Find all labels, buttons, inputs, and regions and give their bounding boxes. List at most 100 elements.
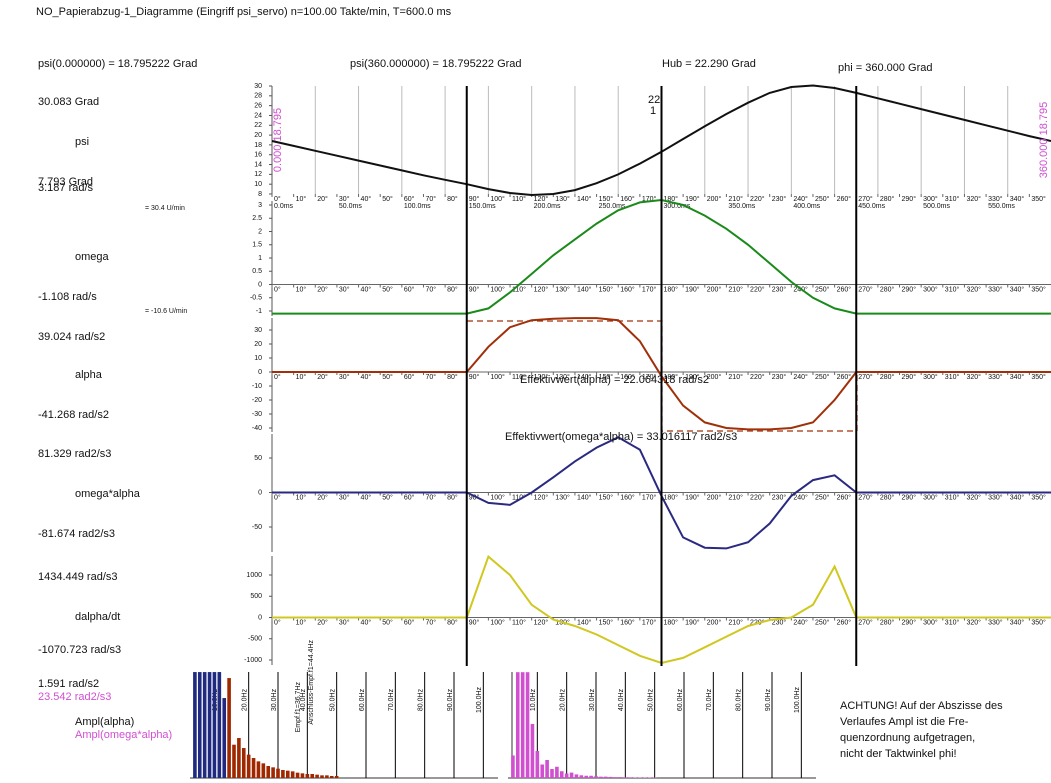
x-tick-label: 0° (274, 618, 281, 626)
marker: 22 (648, 94, 660, 106)
x-tick-label: 290° (902, 493, 917, 501)
x-tick-label: 320° (966, 493, 981, 501)
x-tick-label: 40° (361, 618, 372, 626)
spectrum-bar (511, 755, 515, 778)
y-tick-label: 22 (254, 122, 262, 129)
spectrum-bar (202, 672, 207, 778)
time-tick-label: 100.0ms (404, 203, 431, 210)
note: Verlaufes Ampl ist die Fre- (840, 716, 969, 728)
spectrum-bar (618, 777, 623, 778)
x-tick-label: 240° (793, 493, 808, 501)
x-tick-label: 310° (945, 493, 960, 501)
x-tick-label: 300° (923, 618, 938, 626)
note: = -10.6 U/min (145, 308, 187, 315)
note: = 30.4 U/min (145, 205, 185, 212)
x-tick-label: 180° (664, 493, 679, 501)
spectrum-bar (285, 770, 290, 778)
x-tick-label: 200° (707, 618, 722, 626)
spectrum-bar (535, 750, 540, 778)
spectrum-bar (599, 776, 603, 778)
y-tick-label: 0 (258, 614, 262, 621)
hz-label: 20.0Hz (242, 688, 249, 711)
y-tick-label: 0 (258, 489, 262, 496)
x-tick-label: 120° (534, 373, 549, 381)
x-tick-label: 190° (685, 493, 700, 501)
x-tick-label: 200° (707, 493, 722, 501)
y-tick-label: 0.5 (252, 268, 262, 275)
y-tick-label: 10 (254, 181, 262, 188)
x-tick-label: 0° (274, 373, 281, 381)
signal-name: omega (75, 251, 110, 263)
x-tick-label: 110° (512, 493, 526, 501)
x-tick-label: 300° (923, 285, 938, 293)
y-tick-label: 30 (254, 327, 262, 334)
x-tick-label: 120° (534, 493, 549, 501)
min-label: 7.793 Grad (38, 176, 93, 188)
y-tick-label: -10 (252, 383, 262, 390)
y-tick-label: 2 (258, 228, 262, 235)
note: quenzordnung aufgetragen, (840, 732, 975, 744)
x-tick-label: 180° (664, 285, 679, 293)
max-label: 3.187 rad/s (38, 182, 94, 194)
y-tick-label: 28 (254, 93, 262, 100)
x-tick-label: 140° (577, 195, 592, 203)
time-tick-label: 50.0ms (339, 203, 362, 210)
x-tick-label: 230° (772, 285, 787, 293)
x-tick-label: 220° (750, 618, 765, 626)
x-tick-label: 350° (1031, 195, 1046, 203)
x-tick-label: 260° (837, 195, 852, 203)
spectrum-bar (628, 777, 633, 778)
spectrum-bar (594, 776, 598, 778)
x-tick-label: 230° (772, 373, 787, 381)
spectrum-bar (227, 678, 231, 778)
spectrum-bar (574, 774, 579, 778)
x-tick-label: 160° (620, 493, 635, 501)
spectrum-bar (608, 776, 613, 778)
spectrum-bar (520, 672, 525, 778)
y-tick-label: 20 (254, 341, 262, 348)
x-tick-label: 20° (317, 493, 328, 501)
x-tick-label: 310° (945, 618, 960, 626)
x-tick-label: 270° (858, 493, 873, 501)
x-tick-label: 340° (1010, 618, 1025, 626)
spectrum-bar (623, 777, 628, 778)
signal-name: dalpha/dt (75, 611, 120, 623)
spectrum-bar (315, 774, 319, 778)
x-tick-label: 190° (685, 373, 700, 381)
spectrum-bar (305, 774, 310, 778)
annotation: Effektivwert(alpha) = 22.064318 rad/s2 (520, 374, 709, 386)
time-tick-label: 350.0ms (728, 203, 755, 210)
hz-label: 100.0Hz (476, 686, 483, 713)
max-label: 81.329 rad2/s3 (38, 448, 111, 460)
x-tick-label: 130° (555, 285, 570, 293)
x-tick-label: 60° (404, 195, 415, 203)
hz-label: 30.0Hz (589, 688, 596, 711)
x-tick-label: 60° (404, 493, 415, 501)
time-tick-label: 400.0ms (793, 203, 820, 210)
x-tick-label: 340° (1010, 195, 1025, 203)
x-tick-label: 300° (923, 493, 938, 501)
hz-label: 60.0Hz (359, 688, 366, 711)
x-tick-label: 210° (728, 618, 743, 626)
spectrum-bar (261, 763, 266, 778)
x-tick-label: 80° (447, 195, 458, 203)
x-tick-label: 210° (728, 285, 743, 293)
spectrum-bar (334, 776, 339, 778)
x-tick-label: 0° (274, 285, 281, 293)
y-tick-label: 20 (254, 132, 262, 139)
x-tick-label: 180° (664, 373, 679, 381)
x-tick-label: 170° (642, 373, 657, 381)
x-tick-label: 250° (815, 493, 830, 501)
spectrum-bar (545, 759, 549, 778)
hz-label: 90.0Hz (765, 688, 772, 711)
x-tick-label: 140° (577, 285, 592, 293)
freq-note: Anschluss-Empf.f1=44.4Hz (308, 640, 315, 725)
x-tick-label: 10° (296, 618, 307, 626)
spectrum-bar (256, 761, 261, 778)
x-tick-label: 330° (988, 373, 1003, 381)
x-tick-label: 110° (512, 285, 526, 293)
x-tick-label: 280° (880, 493, 895, 501)
x-tick-label: 310° (945, 373, 960, 381)
x-tick-label: 250° (815, 285, 830, 293)
spectrum-bar (207, 672, 212, 778)
